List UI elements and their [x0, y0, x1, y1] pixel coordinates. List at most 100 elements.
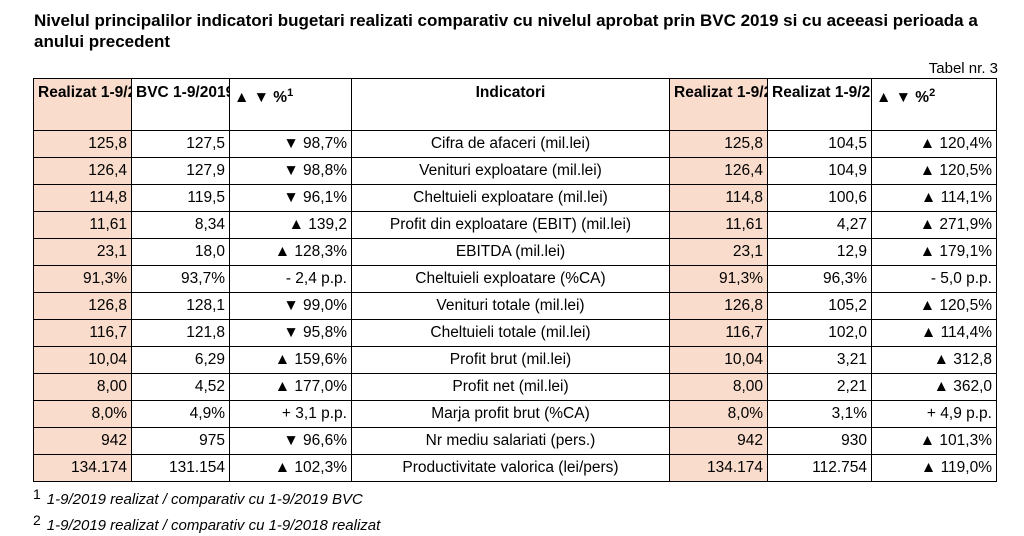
cell-indicator: Cifra de afaceri (mil.lei) — [351, 130, 670, 158]
header-row: Realizat 1-9/2019 BVC 1-9/2019 ▲ ▼ %1 In… — [33, 78, 997, 131]
cell-realizat-2018: 4,27 — [767, 211, 872, 239]
cell-bvc: 128,1 — [131, 292, 230, 320]
cell-indicator: Cheltuieli exploatare (%CA) — [351, 265, 670, 293]
table-row: 134.174 131.154 ▲ 102,3% Productivitate val… — [33, 454, 997, 482]
cell-realizat-2018: 96,3% — [767, 265, 872, 293]
cell-realizat-2018: 12,9 — [767, 238, 872, 266]
cell-realizat-2019: 116,7 — [669, 319, 768, 347]
cell-pct1: ▲ 139,2 — [229, 211, 352, 239]
table-label: Tabel nr. 3 — [928, 60, 998, 77]
cell-realizat-2018: 104,9 — [767, 157, 872, 185]
cell-indicator: Marja profit brut (%CA) — [351, 400, 670, 428]
cell-realizat: 126,4 — [33, 157, 132, 185]
cell-pct1: ▼ 96,1% — [229, 184, 352, 212]
cell-realizat-2018: 2,21 — [767, 373, 872, 401]
cell-realizat: 125,8 — [33, 130, 132, 158]
footnote-1: 1 1-9/2019 realizat / comparativ cu 1-9/2… — [33, 486, 363, 508]
cell-realizat-2019: 134.174 — [669, 454, 768, 482]
col-header-pct1: ▲ ▼ %1 — [229, 78, 352, 131]
cell-realizat-2019: 8,00 — [669, 373, 768, 401]
cell-pct2: ▲ 119,0% — [871, 454, 997, 482]
cell-pct2: ▲ 114,1% — [871, 184, 997, 212]
cell-pct2: - 5,0 p.p. — [871, 265, 997, 293]
cell-realizat-2018: 3,1% — [767, 400, 872, 428]
table-row: 942 975 ▼ 96,6% Nr mediu salariati (pers.) 9… — [33, 427, 997, 455]
cell-realizat-2019: 126,8 — [669, 292, 768, 320]
cell-pct2: ▲ 120,4% — [871, 130, 997, 158]
col-header-indicatori: Indicatori — [351, 78, 670, 131]
cell-realizat: 8,0% — [33, 400, 132, 428]
table-row: 23,1 18,0 ▲ 128,3% EBITDA (mil.lei) 23,1 12,9… — [33, 238, 997, 266]
table-row: 91,3% 93,7% - 2,4 p.p. Cheltuieli exploatar… — [33, 265, 997, 293]
cell-pct1: - 2,4 p.p. — [229, 265, 352, 293]
cell-pct2: ▲ 120,5% — [871, 292, 997, 320]
cell-realizat: 91,3% — [33, 265, 132, 293]
cell-pct2: ▲ 271,9% — [871, 211, 997, 239]
cell-bvc: 93,7% — [131, 265, 230, 293]
cell-pct1: ▲ 102,3% — [229, 454, 352, 482]
cell-pct2: ▲ 120,5% — [871, 157, 997, 185]
cell-indicator: Profit brut (mil.lei) — [351, 346, 670, 374]
cell-realizat: 11,61 — [33, 211, 132, 239]
cell-realizat-2018: 105,2 — [767, 292, 872, 320]
cell-pct1: ▼ 99,0% — [229, 292, 352, 320]
table-row: 10,04 6,29 ▲ 159,6% Profit brut (mil.lei) 10… — [33, 346, 997, 374]
cell-realizat: 126,8 — [33, 292, 132, 320]
cell-bvc: 8,34 — [131, 211, 230, 239]
cell-pct2: ▲ 362,0 — [871, 373, 997, 401]
cell-indicator: Venituri totale (mil.lei) — [351, 292, 670, 320]
col-header-realizat: Realizat 1-9/2019 — [33, 78, 132, 131]
col-header-realizat-2019: Realizat 1-9/2019 — [669, 78, 768, 131]
table-row: 116,7 121,8 ▼ 95,8% Cheltuieli totale (mil.… — [33, 319, 997, 347]
table-row: 8,0% 4,9% + 3,1 p.p. Marja profit brut (%CA… — [33, 400, 997, 428]
cell-bvc: 4,9% — [131, 400, 230, 428]
cell-pct2: + 4,9 p.p. — [871, 400, 997, 428]
cell-indicator: Cheltuieli exploatare (mil.lei) — [351, 184, 670, 212]
cell-pct1: ▼ 98,8% — [229, 157, 352, 185]
cell-bvc: 6,29 — [131, 346, 230, 374]
page-title: Nivelul principalilor indicatori bugetar… — [34, 11, 978, 51]
cell-pct2: ▲ 179,1% — [871, 238, 997, 266]
cell-pct1: ▼ 98,7% — [229, 130, 352, 158]
cell-realizat-2018: 104,5 — [767, 130, 872, 158]
cell-bvc: 18,0 — [131, 238, 230, 266]
cell-bvc: 131.154 — [131, 454, 230, 482]
table-body: 125,8 127,5 ▼ 98,7% Cifra de afaceri (mil.l… — [33, 130, 997, 482]
col-header-realizat-2018: Realizat 1-9/2018 — [767, 78, 872, 131]
cell-realizat-2019: 8,0% — [669, 400, 768, 428]
cell-indicator: EBITDA (mil.lei) — [351, 238, 670, 266]
cell-realizat: 114,8 — [33, 184, 132, 212]
cell-pct1: ▲ 177,0% — [229, 373, 352, 401]
cell-realizat-2019: 10,04 — [669, 346, 768, 374]
cell-realizat-2018: 102,0 — [767, 319, 872, 347]
cell-realizat: 942 — [33, 427, 132, 455]
cell-realizat-2019: 91,3% — [669, 265, 768, 293]
cell-pct1: + 3,1 p.p. — [229, 400, 352, 428]
cell-realizat-2018: 100,6 — [767, 184, 872, 212]
table-row: 114,8 119,5 ▼ 96,1% Cheltuieli exploatare (… — [33, 184, 997, 212]
cell-realizat-2018: 3,21 — [767, 346, 872, 374]
cell-bvc: 119,5 — [131, 184, 230, 212]
cell-realizat-2019: 23,1 — [669, 238, 768, 266]
footnote-2: 2 1-9/2019 realizat / comparativ cu 1-9/2… — [33, 512, 381, 534]
indicators-table: Realizat 1-9/2019 BVC 1-9/2019 ▲ ▼ %1 In… — [33, 78, 997, 482]
cell-realizat-2019: 114,8 — [669, 184, 768, 212]
cell-bvc: 127,9 — [131, 157, 230, 185]
cell-realizat: 134.174 — [33, 454, 132, 482]
cell-indicator: Profit din exploatare (EBIT) (mil.lei) — [351, 211, 670, 239]
cell-pct1: ▼ 95,8% — [229, 319, 352, 347]
table-row: 8,00 4,52 ▲ 177,0% Profit net (mil.lei) 8,00… — [33, 373, 997, 401]
table-row: 126,8 128,1 ▼ 99,0% Venituri totale (mil.le… — [33, 292, 997, 320]
cell-pct2: ▲ 312,8 — [871, 346, 997, 374]
col-header-bvc: BVC 1-9/2019 — [131, 78, 230, 131]
cell-pct1: ▲ 128,3% — [229, 238, 352, 266]
cell-realizat: 8,00 — [33, 373, 132, 401]
cell-realizat: 116,7 — [33, 319, 132, 347]
cell-indicator: Productivitate valorica (lei/pers) — [351, 454, 670, 482]
table-row: 125,8 127,5 ▼ 98,7% Cifra de afaceri (mil.l… — [33, 130, 997, 158]
cell-realizat-2019: 942 — [669, 427, 768, 455]
cell-indicator: Cheltuieli totale (mil.lei) — [351, 319, 670, 347]
cell-indicator: Profit net (mil.lei) — [351, 373, 670, 401]
cell-realizat-2018: 930 — [767, 427, 872, 455]
cell-realizat-2019: 11,61 — [669, 211, 768, 239]
